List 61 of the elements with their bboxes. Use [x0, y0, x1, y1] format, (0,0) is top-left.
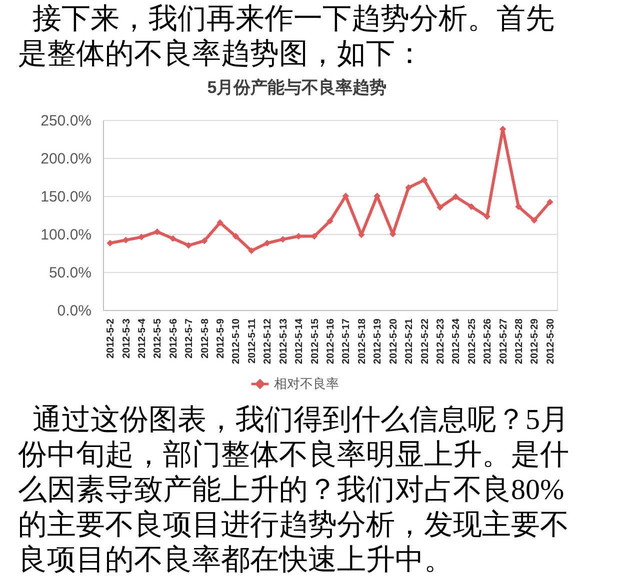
x-tick-label: 2012-5-30 [545, 318, 556, 364]
point [248, 247, 255, 254]
y-tick-label: 250.0% [40, 112, 92, 130]
point [106, 240, 114, 246]
x-tick-label: 2012-5-19 [372, 318, 384, 364]
x-tick-label: 2012-5-22 [420, 318, 431, 364]
point [295, 232, 302, 240]
x-tick-label: 2012-5-13 [278, 318, 290, 364]
point [185, 242, 192, 249]
x-tick-label: 2012-5-9 [216, 318, 227, 359]
point [138, 234, 145, 240]
text: 接下来，我们再来作一下趋势分析。首先是整体的不良率趋势图，如下： [18, 3, 554, 70]
x-tick-label: 2012-5-15 [310, 318, 321, 364]
point [530, 216, 538, 224]
point [170, 235, 176, 242]
point [216, 219, 224, 226]
x-tick-label: 2012-5-29 [530, 318, 541, 364]
x-tick-label: 2012-5-3 [121, 318, 132, 359]
y-tick-label: 100.0% [40, 226, 92, 244]
point [122, 236, 130, 244]
x-tick-label: 2012-5-2 [106, 318, 117, 359]
x-tick-label: 2012-5-6 [168, 318, 180, 359]
chart-title: 5月份产能与不良率趋势 [207, 78, 387, 97]
x-tick-label: 2012-5-28 [514, 318, 526, 364]
point [546, 198, 554, 206]
x-tick-label: 2012-5-7 [184, 318, 196, 359]
y-tick-label: 200.0% [40, 150, 92, 168]
y-tick-label: 50.0% [48, 264, 92, 282]
point [154, 228, 161, 236]
point [468, 203, 475, 210]
point [264, 240, 271, 246]
x-tick-label: 2012-5-4 [136, 318, 148, 359]
point [420, 176, 428, 184]
x-tick-label: 2012-5-23 [435, 318, 446, 364]
point [405, 184, 412, 191]
y-tick-label: 0.0% [57, 302, 92, 320]
x-tick-label: 2012-5-25 [466, 318, 478, 364]
point [515, 203, 522, 210]
x-tick-label: 2012-5-17 [341, 318, 352, 364]
point [326, 218, 334, 224]
x-tick-label: 2012-5-21 [404, 318, 416, 364]
x-tick-label: 2012-5-8 [200, 318, 211, 359]
point [452, 193, 460, 200]
point [232, 232, 240, 240]
x-tick-label: 2012-5-24 [451, 318, 462, 364]
x-tick-label: 2012-5-27 [498, 318, 510, 364]
x-tick-label: 2012-5-5 [152, 318, 164, 359]
x-tick-label: 2012-5-20 [388, 318, 400, 364]
x-tick-label: 2012-5-12 [262, 318, 274, 364]
y-tick-label: 150.0% [40, 188, 92, 206]
point [200, 237, 208, 244]
x-tick-label: 2012-5-18 [356, 318, 368, 364]
x-tick-label: 2012-5-14 [294, 318, 306, 364]
x-tick-label: 2012-5-16 [326, 318, 336, 364]
legend-label: 相对不良率 [274, 376, 339, 391]
point [280, 236, 286, 243]
x-tick-label: 2012-5-11 [246, 318, 258, 364]
x-tick-label: 2012-5-26 [482, 318, 494, 364]
x-tick-label: 2012-5-10 [231, 318, 242, 364]
text: 通过这份图表，我们得到什么信息呢？5月份中旬起，部门整体不良率明显上升。是什么因素导致产能上升的？我们对占不良80%的主要不良项目进行趋势分析，发现主要不良项目的不良率都在快速上升中。 [18, 404, 569, 576]
point [436, 204, 444, 211]
